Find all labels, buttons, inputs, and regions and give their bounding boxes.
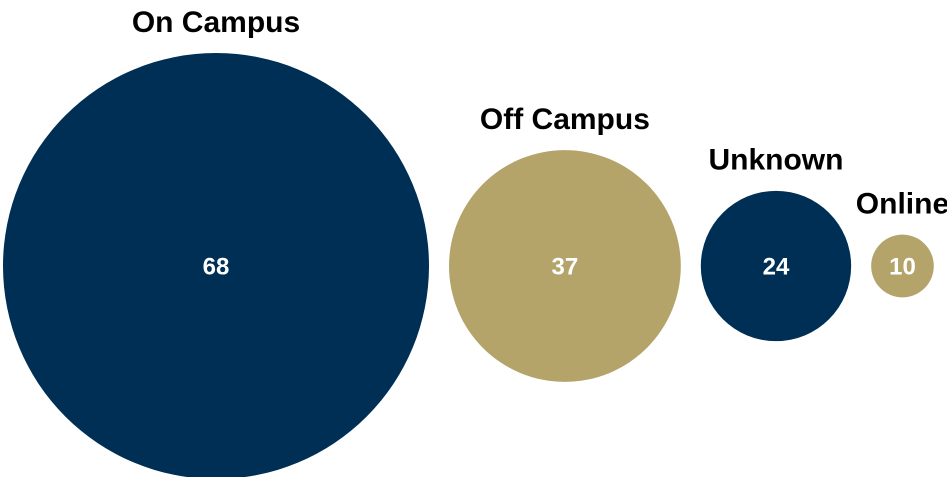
bubble-category-label: Online: [856, 188, 947, 221]
bubble: [3, 53, 429, 477]
bubble: [448, 150, 681, 382]
bubble-value-label: 24: [763, 253, 790, 280]
bubble-value-label: 37: [552, 253, 579, 280]
bubble-value-label: 68: [203, 253, 230, 280]
bubble: [700, 190, 852, 342]
bubble-value-label: 10: [889, 253, 916, 280]
bubble-category-label: On Campus: [132, 6, 300, 39]
bubble-category-label: Unknown: [708, 144, 843, 177]
bubble: [871, 234, 934, 298]
bubble-category-label: Off Campus: [480, 103, 650, 136]
